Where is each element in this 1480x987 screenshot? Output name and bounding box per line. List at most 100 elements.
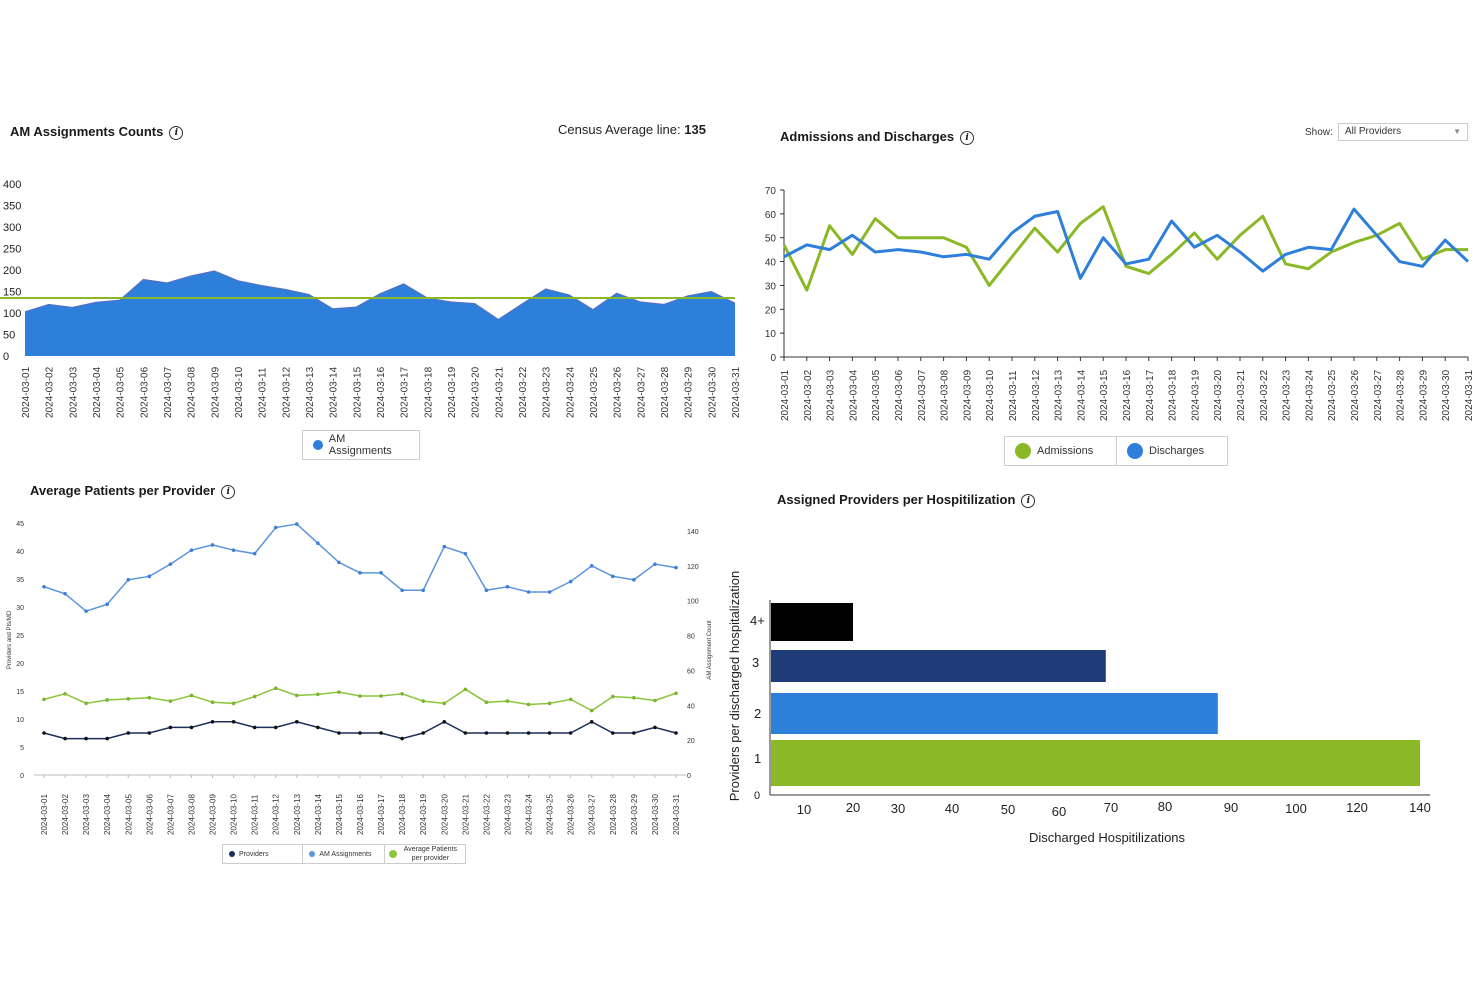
x-tick-label: 2024-03-30 <box>651 794 660 835</box>
x-tick-label: 2024-03-25 <box>546 794 555 835</box>
x-tick-label: 2024-03-08 <box>940 369 951 421</box>
right-y-tick-label: 120 <box>687 564 699 571</box>
bar-4plus <box>771 603 853 641</box>
providers-point <box>168 725 173 730</box>
x-tick-label: 2024-03-13 <box>293 794 302 835</box>
x-tick-label: 2024-03-03 <box>82 794 91 835</box>
am-assignments-point <box>484 588 489 593</box>
providers-point <box>653 725 657 730</box>
legend-item-average-patients[interactable]: Average Patients per provider <box>383 845 465 863</box>
average-patients-point <box>337 690 341 694</box>
y-tick-label: 4+ <box>750 613 765 628</box>
x-tick-label: 2024-03-02 <box>45 366 56 418</box>
left-y-tick-label: 5 <box>20 745 24 752</box>
am-assignments-point <box>42 584 46 589</box>
show-label: Show: <box>1305 127 1333 138</box>
x-tick-label: 2024-03-19 <box>419 794 428 835</box>
right-y-axis-label: AM Assignment Count <box>707 620 713 680</box>
left-y-tick-label: 25 <box>16 633 24 640</box>
legend-item-discharges[interactable]: Discharges <box>1116 437 1227 465</box>
am-assignments-point <box>674 565 678 570</box>
average-patients-point <box>526 702 531 707</box>
admissions-line <box>782 205 1468 292</box>
x-tick-label: 2024-03-18 <box>423 366 434 418</box>
x-tick-label: 2024-03-03 <box>826 369 837 421</box>
y-zero-label: 0 <box>754 790 760 802</box>
providers-point <box>674 731 678 735</box>
y-tick-label: 0 <box>770 353 776 364</box>
y-tick-label: 20 <box>765 305 777 316</box>
average-patients-point <box>611 694 615 699</box>
providers-point <box>316 725 320 730</box>
legend-dot-icon <box>313 440 323 450</box>
left-y-tick-label: 30 <box>16 605 24 612</box>
x-tick-label: 2024-03-27 <box>1373 369 1384 421</box>
x-tick-label: 2024-03-25 <box>1327 369 1338 421</box>
avg-patients-title: Average Patients per Provider i <box>30 483 236 499</box>
avg-patients-title-text: Average Patients per Provider <box>30 483 216 498</box>
legend-dot-icon <box>1127 443 1143 459</box>
info-icon[interactable]: i <box>169 125 184 140</box>
providers-point <box>63 736 67 741</box>
providers-point <box>547 731 552 735</box>
x-tick-label: 2024-03-03 <box>68 366 79 418</box>
right-y-tick-label: 60 <box>687 668 695 675</box>
am-assignments-point <box>231 548 236 552</box>
x-tick-label: 2024-03-17 <box>377 794 386 835</box>
y-tick-label: 200 <box>3 265 21 277</box>
assigned-providers-title: Assigned Providers per Hospitilization i <box>777 492 1036 508</box>
providers-point <box>505 731 510 735</box>
am-assignments-point <box>105 602 109 606</box>
average-patients-point <box>84 701 88 706</box>
x-tick-label: 2024-03-20 <box>1213 369 1224 421</box>
am-assignments-point <box>252 551 257 556</box>
am-assignments-legend: AM Assignments <box>302 430 420 460</box>
y-tick-label: 150 <box>3 287 21 299</box>
average-patients-point <box>674 691 678 696</box>
y-tick-label: 250 <box>3 244 21 256</box>
legend-item-admissions[interactable]: Admissions <box>1005 437 1116 465</box>
info-icon[interactable]: i <box>960 130 975 145</box>
x-tick-label: 2024-03-22 <box>482 794 491 835</box>
x-tick-label: 2024-03-13 <box>1054 369 1065 421</box>
x-tick-label: 2024-03-29 <box>684 366 695 418</box>
x-tick-label: 2024-03-22 <box>1259 369 1270 421</box>
average-patients-point <box>168 699 173 703</box>
info-icon[interactable]: i <box>1021 493 1036 508</box>
bar-3 <box>771 650 1106 682</box>
providers-point <box>273 725 278 730</box>
x-tick-label: 2024-03-14 <box>329 366 340 418</box>
x-tick-label: 2024-03-14 <box>1076 369 1087 421</box>
legend-dot-icon <box>229 851 235 857</box>
am-assignments-point <box>126 578 131 582</box>
providers-point <box>632 731 636 735</box>
average-patients-point <box>63 692 67 696</box>
provider-filter-select[interactable]: All Providers ▼ <box>1338 123 1468 141</box>
x-tick-label: 2024-03-19 <box>1190 369 1201 421</box>
average-patients-point <box>231 701 236 706</box>
legend-label: AM Assignments <box>328 433 392 457</box>
providers-point <box>421 731 426 735</box>
x-tick-label: 2024-03-27 <box>636 366 647 418</box>
am-assignments-point <box>632 578 636 582</box>
average-patients-point <box>442 701 447 706</box>
y-tick-label: 70 <box>765 186 777 197</box>
am-assignments-point <box>400 588 404 593</box>
x-tick-label: 2024-03-15 <box>335 794 344 835</box>
x-tick-label: 2024-03-09 <box>962 369 973 421</box>
legend-item-providers[interactable]: Providers <box>223 845 302 863</box>
am-assignments-point <box>168 562 173 566</box>
legend-item-am-assignments[interactable]: AM Assignments <box>303 431 419 459</box>
am-assignments-point <box>84 609 88 613</box>
providers-point <box>84 736 88 741</box>
y-tick-label: 60 <box>765 210 777 221</box>
average-patients-point <box>484 700 489 704</box>
average-patients-point <box>316 692 320 697</box>
chevron-down-icon: ▼ <box>1453 127 1461 136</box>
x-tick-label: 2024-03-29 <box>1418 369 1429 421</box>
legend-item-am-assignments[interactable]: AM Assignments <box>302 845 383 863</box>
x-tick-label: 2024-03-18 <box>398 794 407 835</box>
average-patients-point <box>252 694 257 699</box>
info-icon[interactable]: i <box>221 484 236 499</box>
x-tick-label: 2024-03-27 <box>588 794 597 835</box>
